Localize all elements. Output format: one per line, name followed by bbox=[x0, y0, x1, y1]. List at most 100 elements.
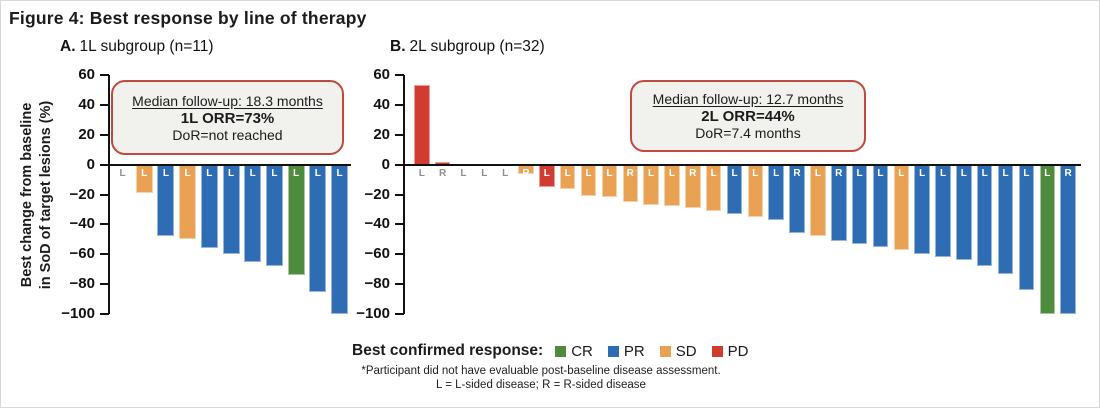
bar-side-label: L bbox=[336, 167, 343, 179]
axis-tick-label: 60 bbox=[373, 66, 390, 83]
axis-tick-label: −40 bbox=[69, 215, 95, 233]
waterfall-bar bbox=[414, 85, 430, 165]
bar-side-label: L bbox=[668, 167, 675, 179]
bar-side-label: L bbox=[184, 167, 191, 179]
figure-title: Figure 4: Best response by line of thera… bbox=[9, 8, 367, 28]
axis-tick bbox=[395, 313, 404, 315]
axis-tick-label: −40 bbox=[364, 215, 390, 233]
bar-side-label: L bbox=[141, 167, 148, 179]
bar-side-label: L bbox=[460, 167, 467, 179]
bar-side-label: R bbox=[1064, 167, 1072, 179]
axis-tick-label: 40 bbox=[78, 95, 95, 113]
panel-a-median-followup: Median follow-up: 18.3 months bbox=[132, 92, 323, 109]
pr-swatch-icon bbox=[607, 345, 619, 357]
axis-tick-label: −20 bbox=[69, 185, 95, 203]
axis-tick bbox=[100, 133, 109, 136]
waterfall-bar bbox=[244, 164, 262, 262]
axis-tick-label: 20 bbox=[373, 125, 390, 143]
bar-side-label: L bbox=[731, 167, 738, 179]
cr-swatch-icon bbox=[555, 345, 567, 357]
bar-side-label: L bbox=[162, 167, 169, 179]
bar-side-label: L bbox=[960, 167, 967, 179]
axis-tick bbox=[395, 253, 404, 256]
axis-tick-label: −100 bbox=[61, 305, 95, 322]
axis-tick-label: −80 bbox=[364, 275, 390, 293]
panel-b-annotation: Median follow-up: 12.7 months 2L ORR=44%… bbox=[630, 80, 866, 152]
bar-side-label: R bbox=[522, 167, 530, 179]
axis-tick bbox=[395, 193, 404, 196]
bar-side-label: L bbox=[271, 167, 278, 179]
sd-swatch-icon bbox=[659, 345, 671, 357]
zero-line bbox=[110, 163, 351, 166]
axis-tick-label: −80 bbox=[69, 275, 95, 293]
axis-tick bbox=[100, 253, 109, 256]
axis-tick-label: 20 bbox=[78, 125, 95, 143]
axis-tick-label: −60 bbox=[364, 245, 390, 263]
legend-label-pd: PD bbox=[727, 342, 749, 360]
bar-side-label: L bbox=[543, 167, 550, 179]
waterfall-bar bbox=[1018, 164, 1035, 291]
bar-side-label: L bbox=[1023, 167, 1030, 179]
waterfall-bar bbox=[331, 164, 348, 314]
legend-item-pr: PR bbox=[607, 342, 645, 360]
waterfall-bar bbox=[956, 164, 972, 261]
bar-side-label: L bbox=[606, 167, 613, 179]
axis-tick bbox=[100, 283, 109, 286]
axis-tick bbox=[100, 74, 109, 76]
legend-label-sd: SD bbox=[675, 342, 697, 360]
legend-item-sd: SD bbox=[659, 342, 697, 360]
bar-side-label: L bbox=[564, 167, 571, 179]
panel-b-label: B. bbox=[390, 38, 406, 55]
bar-side-label: L bbox=[249, 167, 256, 179]
bar-side-label: R bbox=[626, 167, 634, 179]
bar-side-label: L bbox=[418, 167, 425, 179]
bar-side-label: L bbox=[773, 167, 780, 179]
bar-side-label: L bbox=[752, 167, 759, 179]
legend-items: CR PR SD PD bbox=[555, 343, 748, 360]
waterfall-bar bbox=[265, 164, 283, 267]
bar-side-label: L bbox=[814, 167, 821, 179]
zero-line bbox=[405, 163, 1081, 166]
axis-tick bbox=[100, 223, 109, 226]
panel-a-subtitle: 1L subgroup (n=11) bbox=[79, 38, 214, 55]
waterfall-bar bbox=[287, 164, 305, 276]
panel-a-title: A. 1L subgroup (n=11) bbox=[60, 38, 214, 56]
legend: Best confirmed response: CR PR SD PD bbox=[352, 342, 748, 360]
bar-side-label: L bbox=[1002, 167, 1009, 179]
axis-tick bbox=[395, 283, 404, 286]
axis-tick bbox=[395, 133, 404, 136]
panel-b-title: B. 2L subgroup (n=32) bbox=[390, 38, 545, 56]
bar-side-label: L bbox=[710, 167, 717, 179]
bar-side-label: L bbox=[898, 167, 905, 179]
waterfall-bar bbox=[1060, 164, 1076, 314]
axis-tick bbox=[100, 193, 109, 196]
axis-tick bbox=[395, 74, 404, 76]
bar-side-label: L bbox=[314, 167, 321, 179]
bar-side-label: L bbox=[981, 167, 988, 179]
bar-side-label: L bbox=[648, 167, 655, 179]
bar-side-label: L bbox=[856, 167, 863, 179]
panel-b-dor: DoR=7.4 months bbox=[695, 125, 801, 141]
waterfall-bar bbox=[976, 164, 993, 267]
bar-side-label: R bbox=[438, 167, 447, 179]
legend-label-pr: PR bbox=[623, 342, 645, 360]
axis-tick bbox=[395, 103, 404, 106]
axis-tick-label: −60 bbox=[69, 245, 95, 263]
axis-tick bbox=[395, 163, 404, 166]
bar-side-label: L bbox=[206, 167, 213, 179]
bar-side-label: L bbox=[919, 167, 926, 179]
waterfall-bar bbox=[309, 164, 327, 292]
panel-a-annotation: Median follow-up: 18.3 months 1L ORR=73%… bbox=[111, 80, 344, 155]
bar-side-label: L bbox=[585, 167, 592, 179]
footnote-asterisk: *Participant did not have evaluable post… bbox=[361, 365, 721, 377]
legend-label-cr: CR bbox=[571, 342, 593, 360]
bar-side-label: L bbox=[502, 167, 509, 179]
waterfall-bar bbox=[1039, 164, 1055, 314]
bar-side-label: L bbox=[119, 167, 126, 179]
axis-tick-label: 60 bbox=[78, 66, 95, 83]
panel-b-plot: 60 40 20 0 −20 −40 −60 −80 −100 L R L L L R L L L L R L L R L L L… bbox=[356, 66, 1081, 322]
axis-tick-label: 0 bbox=[86, 155, 95, 173]
legend-item-pd: PD bbox=[711, 342, 749, 360]
